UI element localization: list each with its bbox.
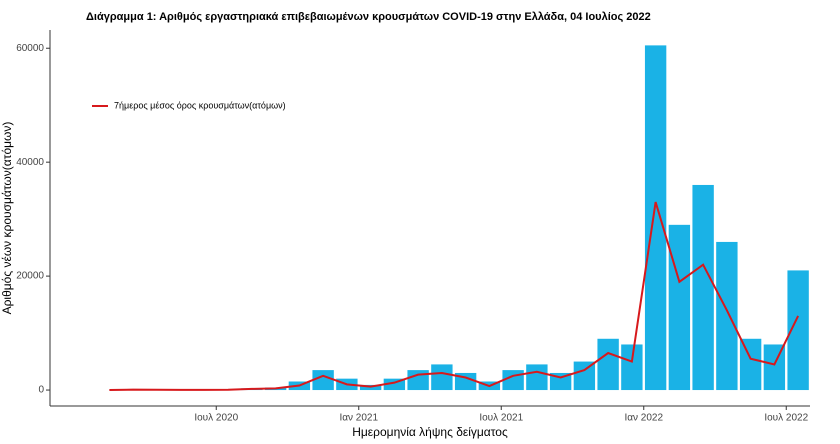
- y-tick-label: 20000: [16, 271, 44, 282]
- x-tick-label: Ιαν 2022: [624, 413, 663, 424]
- bar: [787, 270, 809, 391]
- y-tick-label: 40000: [16, 157, 44, 168]
- bar: [383, 378, 406, 391]
- bar: [526, 364, 548, 391]
- bar: [644, 45, 667, 391]
- bar: [763, 344, 786, 391]
- bar: [597, 338, 619, 391]
- x-tick-label: Ιουλ 2022: [764, 413, 808, 424]
- legend-label: 7ήμερος μέσος όρος κρουσμάτων(ατόμων): [114, 100, 286, 110]
- x-axis-title: Ημερομηνία λήψης δείγματος: [352, 425, 508, 439]
- bar: [692, 184, 714, 391]
- y-tick-label: 60000: [16, 43, 44, 54]
- bar: [716, 241, 738, 391]
- y-tick-label: 0: [38, 385, 44, 396]
- bar: [573, 361, 596, 391]
- y-axis-title: Αριθμός νέων κρουσμάτων(ατόμων): [0, 122, 14, 315]
- bar: [431, 364, 453, 391]
- chart-title: Διάγραμμα 1: Αριθμός εργαστηριακά επιβεβ…: [86, 11, 651, 23]
- bar: [621, 344, 643, 391]
- bar: [407, 370, 429, 391]
- x-tick-label: Ιουλ 2020: [194, 413, 238, 424]
- x-tick-label: Ιαν 2021: [339, 413, 378, 424]
- x-tick-label: Ιουλ 2021: [479, 413, 523, 424]
- bar: [312, 370, 334, 391]
- bar: [739, 338, 762, 391]
- line: [109, 201, 800, 392]
- bar: [668, 224, 691, 391]
